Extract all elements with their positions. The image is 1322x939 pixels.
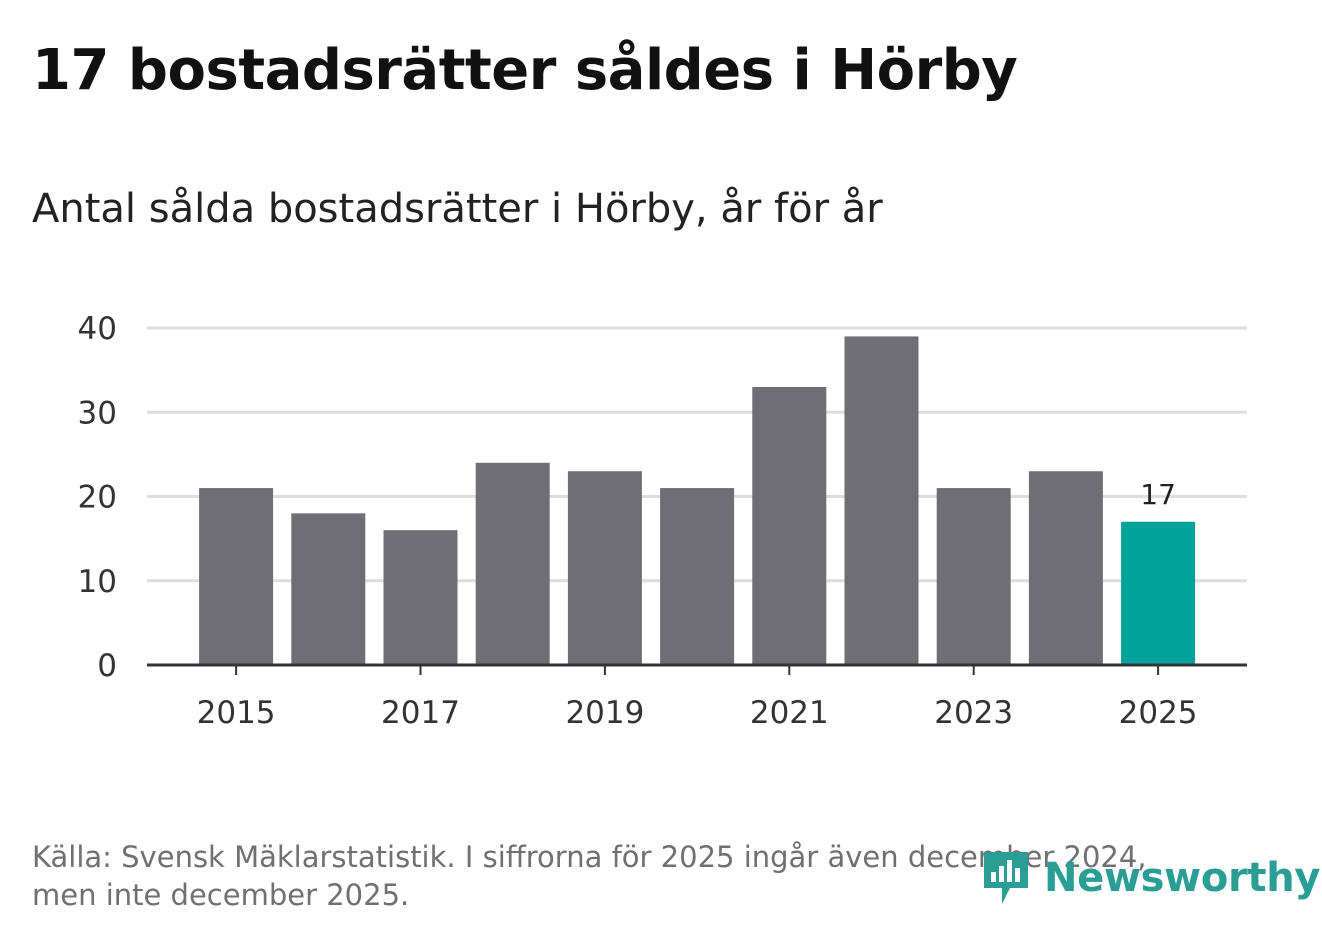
y-tick-label-10: 10 [78, 564, 117, 600]
y-axis-ticks: 0 10 20 30 40 [78, 311, 117, 684]
bar-2022 [844, 336, 919, 665]
bars [199, 336, 1196, 665]
x-tick-label-2023: 2023 [934, 695, 1013, 731]
x-axis-ticks: 2015 2017 2019 2021 2023 2025 [197, 665, 1198, 731]
x-tick-label-2021: 2021 [750, 695, 829, 731]
bar-2021 [752, 386, 827, 665]
y-tick-label-30: 30 [78, 395, 117, 431]
newsworthy-logo-icon [984, 852, 1028, 904]
bar-chart: 0 10 20 30 40 2015 2017 2019 2021 2023 2025 17 [78, 311, 1247, 731]
y-tick-label-40: 40 [78, 311, 117, 347]
bar-2017 [383, 530, 458, 665]
bar-2020 [660, 488, 735, 665]
data-label-2025: 17 [1140, 478, 1176, 511]
bar-2025 [1121, 521, 1196, 665]
bar-2019 [567, 471, 642, 665]
annotations: 17 [1140, 478, 1176, 511]
bar-2015 [199, 488, 274, 665]
source-line-2: men inte december 2025. [32, 878, 410, 912]
x-tick-label-2019: 2019 [565, 695, 644, 731]
brand-logo: Newsworthy [980, 848, 1321, 908]
x-tick-label-2017: 2017 [381, 695, 460, 731]
x-tick-label-2025: 2025 [1119, 695, 1198, 731]
bar-2024 [1028, 471, 1103, 665]
source-note: Källa: Svensk Mäklarstatistik. I siffror… [32, 838, 1232, 914]
bar-2016 [291, 513, 366, 665]
y-tick-label-20: 20 [78, 480, 117, 516]
chart-subtitle: Antal sålda bostadsrätter i Hörby, år fö… [32, 186, 883, 232]
brand-name: Newsworthy [1044, 855, 1321, 901]
source-line-1: Källa: Svensk Mäklarstatistik. I siffror… [32, 840, 1147, 874]
bar-2023 [936, 488, 1011, 665]
y-tick-label-0: 0 [97, 648, 117, 684]
bar-2018 [475, 462, 550, 665]
x-tick-label-2015: 2015 [197, 695, 276, 731]
chart-title: 17 bostadsrätter såldes i Hörby [32, 38, 1018, 103]
